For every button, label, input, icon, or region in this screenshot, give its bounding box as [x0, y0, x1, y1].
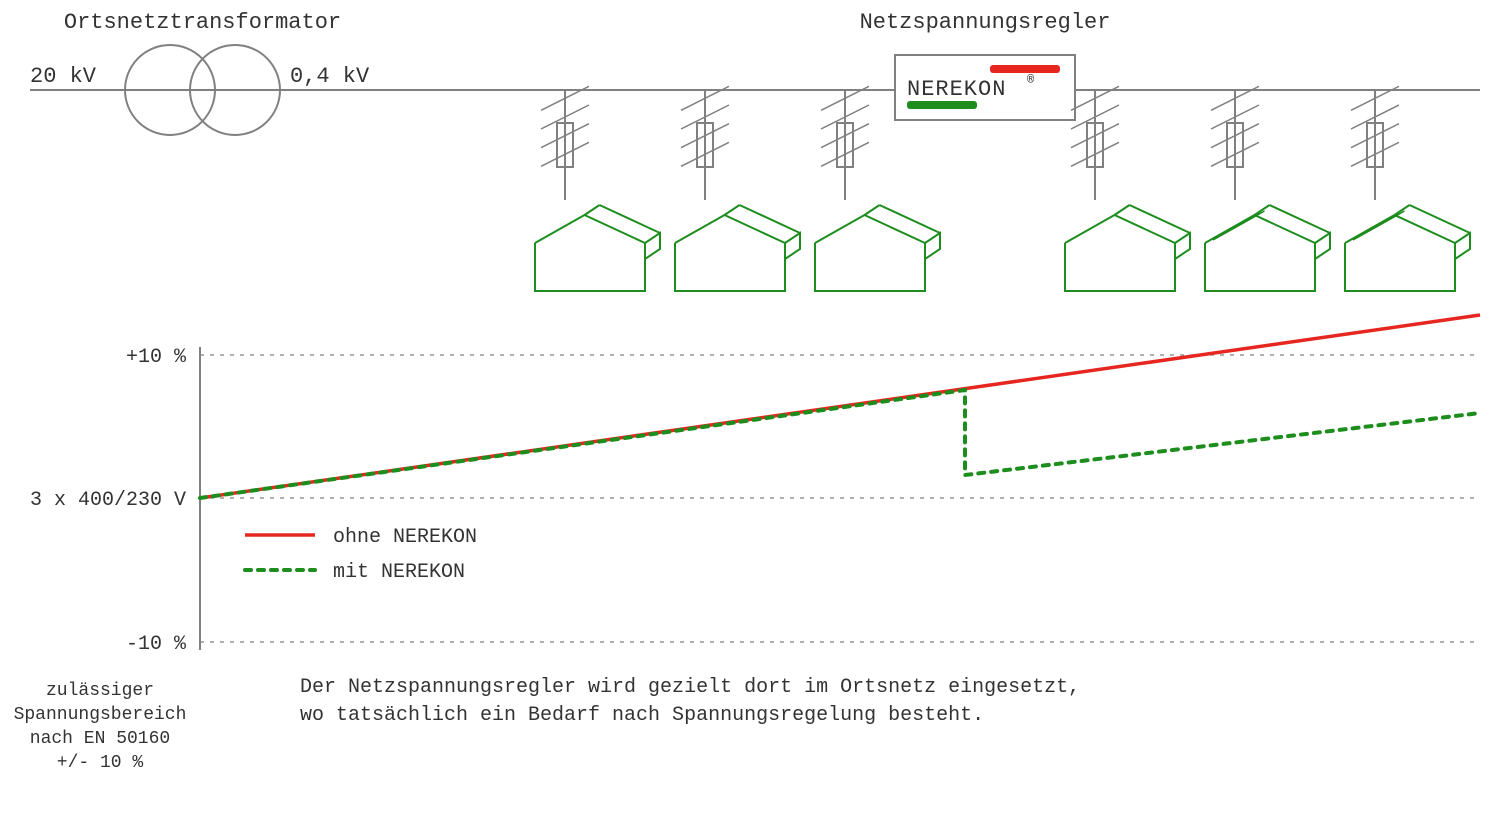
solar-panel-icon — [1213, 211, 1265, 240]
chart-zero-label: 3 x 400/230 V — [30, 489, 186, 512]
caption-line: Der Netzspannungsregler wird gezielt dor… — [300, 676, 1080, 699]
house-with-solar-icon — [1345, 205, 1470, 291]
fuse-icon — [1071, 86, 1119, 200]
chart-plus10-label: +10 % — [126, 346, 187, 369]
fuse-icon — [681, 86, 729, 200]
chart-axis-note: +/- 10 % — [57, 753, 144, 773]
house-icon — [535, 205, 660, 291]
chart-axis-note: Spannungsbereich — [14, 705, 187, 725]
regulator-label: Netzspannungsregler — [860, 10, 1111, 35]
fuse-icon — [821, 86, 869, 200]
device-trademark-label: ® — [1027, 73, 1035, 87]
house-icon — [675, 205, 800, 291]
device-brand-label: NEREKON — [907, 77, 1006, 102]
fuse-icon — [541, 86, 589, 200]
transformer-label: Ortsnetztransformator — [64, 10, 341, 35]
fuse-icon — [1211, 86, 1259, 200]
chart-minus10-label: -10 % — [126, 633, 187, 656]
house-icon — [1065, 205, 1190, 291]
device-red-bar — [990, 65, 1060, 73]
chart-axis-note: nach EN 50160 — [30, 729, 170, 749]
chart-axis-note: zulässiger — [46, 681, 154, 701]
legend-label-without: ohne NEREKON — [333, 526, 477, 549]
fuse-icon — [1351, 86, 1399, 200]
legend-label-with: mit NEREKON — [333, 561, 465, 584]
right-voltage-label: 0,4 kV — [290, 64, 370, 89]
caption-line: wo tatsächlich ein Bedarf nach Spannungs… — [300, 704, 984, 727]
house-icon — [815, 205, 940, 291]
solar-panel-icon — [1353, 211, 1405, 240]
house-with-solar-icon — [1205, 205, 1330, 291]
left-voltage-label: 20 kV — [30, 64, 97, 89]
device-green-bar — [907, 101, 977, 109]
